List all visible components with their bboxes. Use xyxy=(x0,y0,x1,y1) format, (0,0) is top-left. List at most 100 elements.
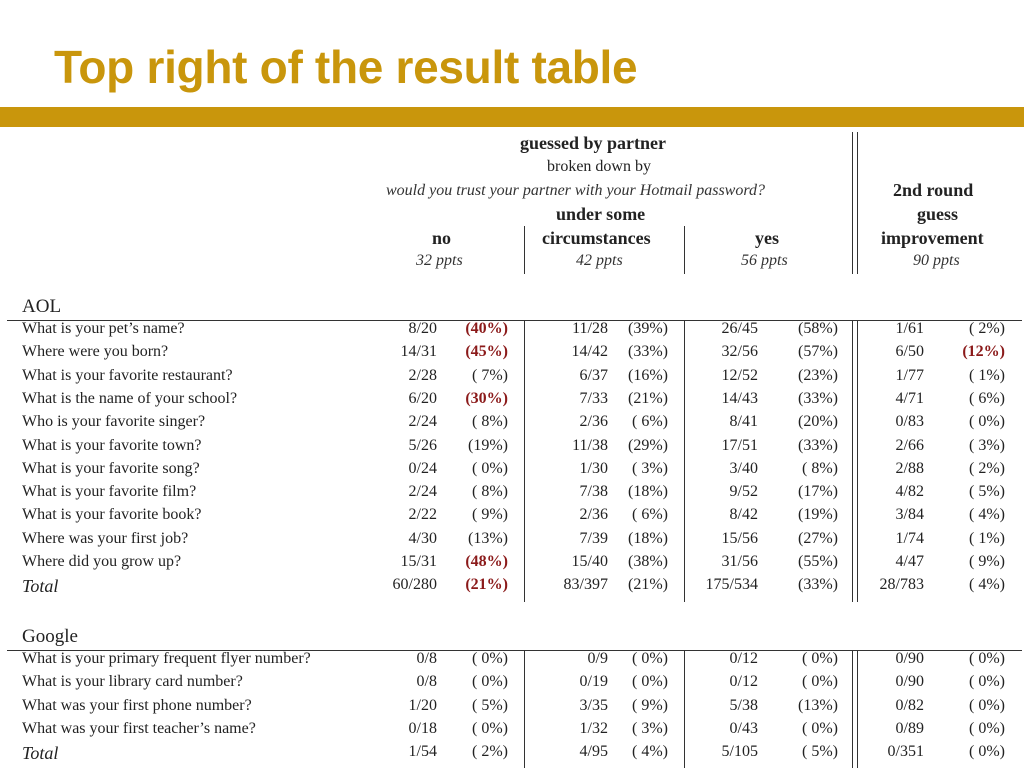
percent-cell: (18%) xyxy=(628,529,668,547)
percent-cell: (19%) xyxy=(468,436,508,454)
fraction-cell: 2/66 xyxy=(895,436,924,454)
fraction-cell: 1/77 xyxy=(895,366,924,384)
percent-cell: ( 0%) xyxy=(802,719,838,737)
percent-cell: ( 0%) xyxy=(632,673,668,691)
fraction-cell: 6/37 xyxy=(579,366,608,384)
fraction-cell: 2/28 xyxy=(408,366,437,384)
percent-cell: (13%) xyxy=(468,529,508,547)
percent-cell: (19%) xyxy=(798,506,838,524)
percent-cell: ( 0%) xyxy=(969,719,1005,737)
fraction-cell: 0/24 xyxy=(408,459,437,477)
fraction-cell: 0/19 xyxy=(579,673,608,691)
fraction-cell: 31/56 xyxy=(721,553,758,570)
header-broken-down-by: broken down by xyxy=(547,158,651,175)
section-label-aol: AOL xyxy=(22,296,62,317)
question-text: What is your favorite town? xyxy=(22,436,202,454)
fraction-cell: 0/8 xyxy=(416,673,437,691)
table-row: What is your favorite restaurant? 2/28 ( 7… xyxy=(0,367,1024,390)
header-col-some-line1: under some xyxy=(556,204,646,224)
fraction-cell: 0/43 xyxy=(729,719,758,737)
percent-cell: ( 8%) xyxy=(472,413,508,431)
fraction-cell: 1/54 xyxy=(408,743,437,761)
table-row: What is your pet’s name? 8/20 (40%) 11/28 (3… xyxy=(0,320,1024,343)
fraction-cell: 4/71 xyxy=(895,389,924,407)
header-guessed-by-partner: guessed by partner xyxy=(520,133,667,153)
fraction-cell: 9/52 xyxy=(729,483,758,501)
fraction-cell: 5/38 xyxy=(729,696,758,714)
table-row: What is your primary frequent flyer numb… xyxy=(0,650,1024,673)
fraction-cell: 4/30 xyxy=(408,529,437,547)
question-text: Where were you born? xyxy=(22,343,169,361)
table-row: Where were you born? 14/31 (45%) 14/42 (33%)… xyxy=(0,343,1024,366)
header-double-divider-a xyxy=(852,132,853,274)
fraction-cell: 0/12 xyxy=(729,650,758,667)
percent-cell: ( 0%) xyxy=(802,673,838,691)
fraction-cell: 7/39 xyxy=(579,529,608,547)
fraction-cell: 0/82 xyxy=(895,696,924,714)
table-row: What is the name of your school? 6/20 (30%… xyxy=(0,390,1024,413)
fraction-cell: 60/280 xyxy=(392,576,437,594)
header-divider-no xyxy=(524,226,525,274)
google-divider-some xyxy=(684,651,685,768)
aol-rule xyxy=(7,320,1022,321)
percent-cell: (18%) xyxy=(628,483,668,501)
percent-cell: ( 0%) xyxy=(472,719,508,737)
percent-cell: (33%) xyxy=(798,389,838,407)
total-label: Total xyxy=(22,576,59,597)
percent-cell: ( 8%) xyxy=(472,483,508,501)
percent-cell: (58%) xyxy=(798,320,838,337)
percent-cell: ( 1%) xyxy=(969,366,1005,384)
fraction-cell: 1/30 xyxy=(579,459,608,477)
question-text: What is your favorite book? xyxy=(22,506,202,524)
fraction-cell: 2/36 xyxy=(579,413,608,431)
fraction-cell: 83/397 xyxy=(563,576,608,594)
aol-divider-some xyxy=(684,321,685,602)
header-col-no: no xyxy=(432,228,452,248)
total-row: Total 60/280 (21%) 83/397 (21%) 175/534 (33%) 2… xyxy=(0,576,1024,599)
percent-cell: ( 6%) xyxy=(632,413,668,431)
percent-cell: (33%) xyxy=(798,436,838,454)
table-row: What is your favorite book? 2/22 ( 9%) 2/36… xyxy=(0,506,1024,529)
fraction-cell: 6/50 xyxy=(895,343,924,361)
percent-cell: (57%) xyxy=(798,343,838,361)
percent-cell: ( 0%) xyxy=(969,743,1005,761)
header-round2-ppts: 90 ppts xyxy=(913,252,960,269)
question-text: Where did you grow up? xyxy=(22,553,182,570)
fraction-cell: 4/82 xyxy=(895,483,924,501)
header-col-some-line2: circumstances xyxy=(542,228,651,248)
percent-cell: (23%) xyxy=(798,366,838,384)
fraction-cell: 3/40 xyxy=(729,459,758,477)
question-text: Where was your first job? xyxy=(22,529,189,547)
question-text: What is your primary frequent flyer numb… xyxy=(22,650,311,667)
fraction-cell: 8/20 xyxy=(408,320,437,337)
percent-cell: (29%) xyxy=(628,436,668,454)
aol-divider-no xyxy=(524,321,525,602)
fraction-cell: 2/24 xyxy=(408,413,437,431)
fraction-cell: 32/56 xyxy=(721,343,758,361)
header-col-yes-ppts: 56 ppts xyxy=(741,252,788,269)
percent-cell: ( 0%) xyxy=(472,459,508,477)
slide-title: Top right of the result table xyxy=(54,41,638,93)
percent-cell-highlighted: (12%) xyxy=(962,343,1005,361)
percent-cell-highlighted: (21%) xyxy=(465,576,508,594)
table-row: What was your first phone number? 1/20 ( 5… xyxy=(0,697,1024,720)
percent-cell: (20%) xyxy=(798,413,838,431)
fraction-cell: 14/31 xyxy=(400,343,437,361)
total-label: Total xyxy=(22,743,59,764)
percent-cell: ( 0%) xyxy=(472,673,508,691)
percent-cell: ( 0%) xyxy=(802,650,838,667)
table-row: What is your favorite film? 2/24 ( 8%) 7/38… xyxy=(0,483,1024,506)
fraction-cell: 0/9 xyxy=(587,650,608,667)
percent-cell: ( 2%) xyxy=(472,743,508,761)
google-rule xyxy=(7,650,1022,651)
percent-cell: ( 0%) xyxy=(969,696,1005,714)
aol-double-divider-a xyxy=(852,321,853,602)
header-double-divider-b xyxy=(857,132,858,274)
percent-cell: (17%) xyxy=(798,483,838,501)
percent-cell: ( 0%) xyxy=(969,673,1005,691)
percent-cell: ( 6%) xyxy=(632,506,668,524)
fraction-cell: 5/105 xyxy=(721,743,758,761)
fraction-cell: 15/40 xyxy=(571,553,608,570)
percent-cell: ( 8%) xyxy=(802,459,838,477)
table-row: Where did you grow up? 15/31 (48%) 15/40 (38… xyxy=(0,553,1024,576)
